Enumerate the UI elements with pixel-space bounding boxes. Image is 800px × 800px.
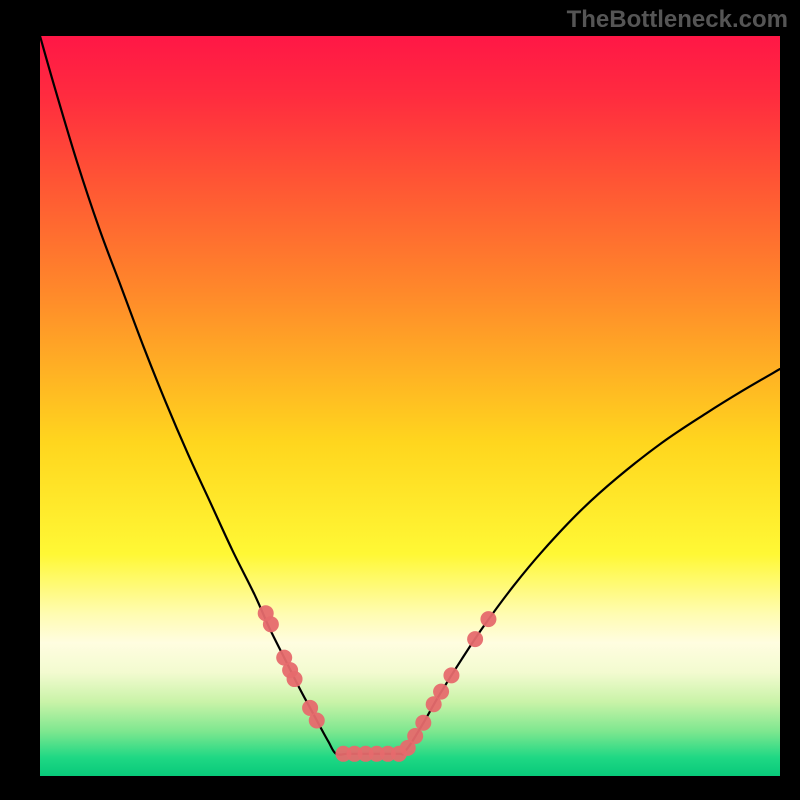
data-marker — [480, 611, 496, 627]
plot-area — [40, 36, 780, 776]
data-marker — [263, 616, 279, 632]
chart-root: TheBottleneck.com — [0, 0, 800, 800]
data-marker — [407, 728, 423, 744]
data-marker — [443, 667, 459, 683]
data-marker — [433, 684, 449, 700]
watermark-text: TheBottleneck.com — [567, 6, 788, 34]
curve-layer — [40, 36, 780, 776]
data-marker — [309, 713, 325, 729]
data-marker — [467, 631, 483, 647]
data-marker — [415, 715, 431, 731]
bottleneck-curve — [40, 36, 780, 755]
data-marker — [287, 671, 303, 687]
